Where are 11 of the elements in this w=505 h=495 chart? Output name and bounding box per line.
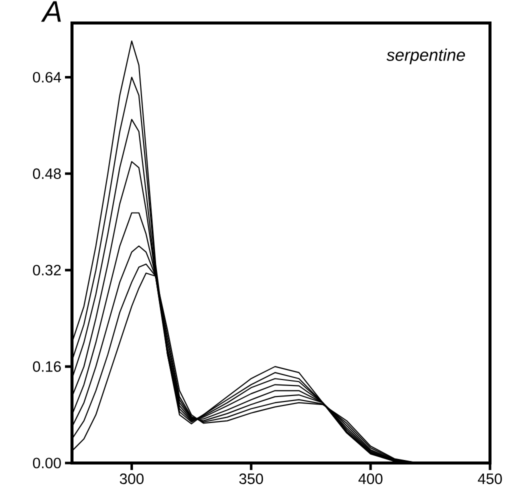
y-tick-label: 0.64 <box>32 72 62 83</box>
y-tick-label: 0.48 <box>32 168 61 179</box>
x-tick-label: 350 <box>239 474 264 484</box>
annotation: serpentine <box>386 48 465 64</box>
y-tick-label: 0.32 <box>32 264 61 276</box>
text: A <box>41 1 61 22</box>
y-tick-label: 0.16 <box>32 361 61 372</box>
x-tick-label: 400 <box>358 474 382 484</box>
y-tick-label: 0.00 <box>32 458 61 468</box>
x-tick-label: 300 <box>120 474 144 484</box>
x-tick-label: 450 <box>478 474 502 484</box>
